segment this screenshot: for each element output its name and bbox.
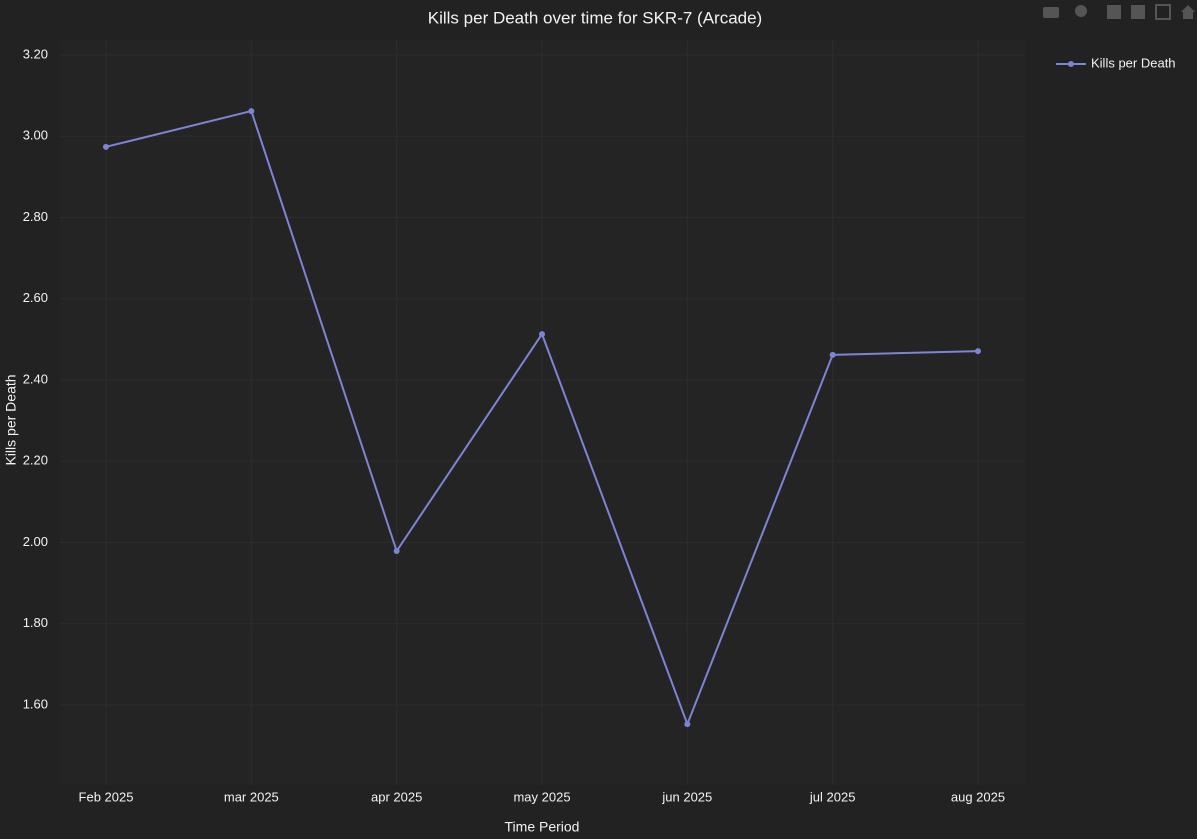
y-tick-label: 2.80 bbox=[23, 209, 48, 224]
x-tick-label: aug 2025 bbox=[951, 789, 1005, 804]
chart-title: Kills per Death over time for SKR-7 (Arc… bbox=[428, 8, 762, 27]
data-point bbox=[393, 548, 400, 555]
x-tick-label: mar 2025 bbox=[224, 789, 279, 804]
data-point bbox=[103, 143, 109, 150]
y-tick-label: 3.00 bbox=[23, 128, 48, 143]
data-point bbox=[975, 348, 981, 355]
y-tick-label: 2.40 bbox=[23, 371, 48, 386]
x-tick-label: apr 2025 bbox=[371, 789, 422, 804]
y-tick-label: 2.60 bbox=[23, 290, 48, 305]
y-tick-label: 1.80 bbox=[23, 615, 48, 630]
autoscale-icon[interactable] bbox=[1155, 4, 1171, 20]
y-axis-title: Kills per Death bbox=[3, 374, 19, 465]
y-tick-label: 2.00 bbox=[23, 534, 48, 549]
modebar[interactable] bbox=[1043, 4, 1195, 20]
zoom-out-icon[interactable] bbox=[1131, 5, 1145, 19]
x-tick-label: jul 2025 bbox=[809, 789, 856, 804]
y-tick-label: 1.60 bbox=[23, 696, 48, 711]
x-tick-label: may 2025 bbox=[513, 789, 570, 804]
x-tick-label: Feb 2025 bbox=[79, 789, 134, 804]
camera-icon[interactable] bbox=[1043, 7, 1059, 18]
data-point bbox=[684, 721, 691, 728]
legend-marker bbox=[1068, 61, 1074, 67]
x-tick-label: jun 2025 bbox=[661, 789, 712, 804]
zoom-icon[interactable] bbox=[1075, 5, 1087, 17]
legend-label: Kills per Death bbox=[1091, 55, 1176, 70]
data-point bbox=[248, 108, 255, 115]
y-tick-label: 2.20 bbox=[23, 453, 48, 468]
x-axis-title: Time Period bbox=[505, 819, 580, 835]
y-tick-label: 3.20 bbox=[23, 46, 48, 61]
home-icon[interactable] bbox=[1181, 5, 1195, 19]
zoom-in-icon[interactable] bbox=[1107, 5, 1121, 19]
data-point bbox=[539, 331, 545, 338]
data-point bbox=[829, 351, 836, 358]
